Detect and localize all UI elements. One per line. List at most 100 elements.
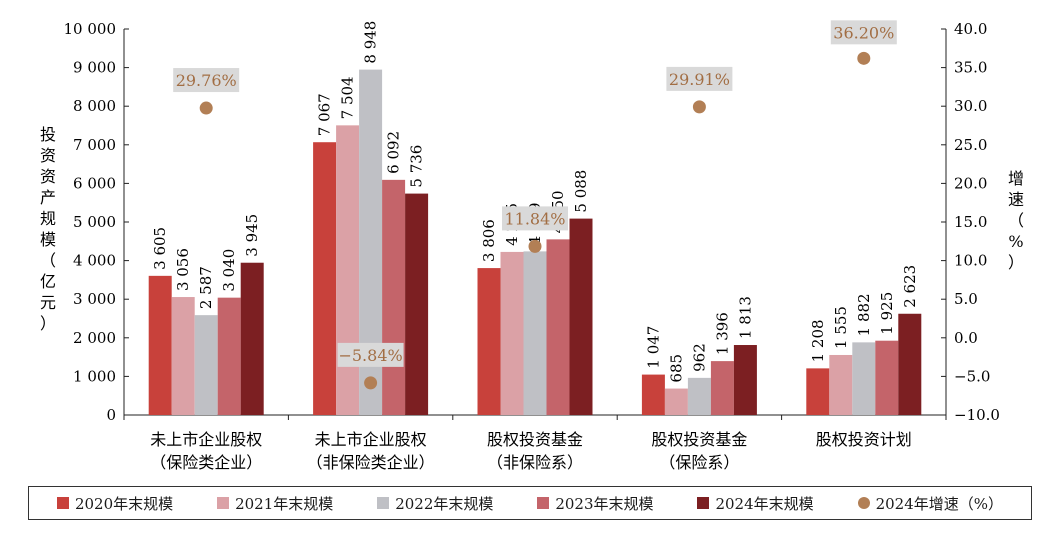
growth-markers: 29.76% −5.84% 11.84% 29.91% 36.20% [173, 20, 897, 390]
bar-value-label: 2 623 [901, 265, 919, 308]
bar-value-label: 1 396 [713, 312, 731, 355]
bar-value-label: 5 088 [572, 170, 590, 213]
y-tick-label: 8 000 [73, 97, 116, 115]
growth-label-bg [502, 206, 568, 231]
bars [148, 69, 922, 416]
y2-tick-label: 40.0 [954, 20, 987, 38]
growth-label-bg [666, 66, 733, 91]
legend-label: 2023年末规模 [555, 494, 654, 513]
axis-title-char: 资 [40, 167, 56, 186]
y-tick-label: 3 000 [73, 290, 116, 308]
bar [569, 218, 593, 415]
y2-axis-title: 增速 （% ） [1008, 169, 1024, 272]
bar [829, 354, 853, 415]
growth-label-bg [830, 20, 897, 45]
x-axis: 未上市企业股权 （保险类企业） 未上市企业股权 （非保险类企业） 股权投资基金 （非保险系… [123, 414, 947, 472]
bar [898, 313, 922, 415]
bar-value-label: 7 504 [339, 76, 357, 119]
bar [405, 193, 429, 415]
growth-dot [857, 51, 871, 65]
y2-tick-label: 25.0 [954, 136, 987, 154]
bar [523, 251, 547, 415]
axis-title-char: 速 [1008, 190, 1024, 209]
y-tick-label: 2 000 [73, 329, 116, 347]
bar [477, 268, 501, 415]
y-tick-label: 9 000 [73, 59, 116, 77]
axis-title-char: 产 [40, 188, 56, 207]
growth-label: −5.84% [338, 346, 402, 365]
growth-label: 11.84% [504, 209, 565, 228]
bar-value-label: 3 806 [480, 219, 498, 262]
legend-dot [857, 497, 870, 509]
legend-swatch [537, 497, 550, 509]
axis-title-char: 亿 [40, 272, 56, 291]
y2-tick-label: 35.0 [954, 59, 987, 77]
x-tick-label-sub: （保险系） [659, 453, 739, 472]
legend-label: 2020年末规模 [74, 494, 174, 513]
axis-title-char: 增 [1008, 169, 1024, 188]
y2-tick-label: 5.0 [954, 290, 978, 308]
bar-value-label: 5 736 [408, 145, 426, 188]
y-tick-label: 5 000 [73, 213, 116, 231]
axis-title-char: % [1008, 232, 1023, 251]
y-axis-right: −10.0 −5.0 0.0 5.0 10.0 15.0 20.0 25.0 30.0 35.0 4… [941, 20, 1000, 424]
axis-title-char: ） [1008, 253, 1024, 272]
y-axis-title: 投资资产规模 （ 亿元 ） [40, 125, 56, 333]
bar-value-label: 1 047 [644, 326, 662, 369]
bar-value-label: 8 948 [362, 21, 380, 64]
y2-tick-label: 0.0 [954, 329, 978, 347]
growth-label-bg [173, 68, 240, 93]
legend-item: 2022年末规模 [377, 493, 493, 514]
growth-label: 29.91% [669, 70, 730, 89]
axis-title-char: 投 [40, 125, 56, 144]
x-tick-label: 股权投资计划 [816, 430, 912, 449]
axis-title-char: 规 [40, 209, 56, 228]
legend-swatch [697, 497, 710, 509]
axis-title-char: 资 [40, 146, 56, 165]
bar-value-label: 1 555 [832, 306, 850, 349]
bar [710, 361, 734, 415]
legend: 2020年末规模 2021年末规模 2022年末规模 2023年末规模 2024年末规模… [28, 486, 1032, 520]
bar [641, 374, 665, 415]
x-tick-label-sub: （保险类企业） [150, 453, 262, 472]
bar [336, 125, 360, 416]
y2-tick-label: −10.0 [954, 406, 1000, 424]
y-tick-label: 10 000 [64, 20, 117, 38]
legend-label: 2024年末规模 [715, 494, 814, 513]
bar-value-label: 1 208 [809, 319, 827, 362]
legend-label: 2024年增速（%） [875, 494, 1004, 513]
axis-title-char: ） [40, 314, 56, 333]
bar [500, 251, 524, 415]
growth-dot [364, 376, 378, 390]
growth-dot [528, 239, 542, 253]
bar [546, 239, 570, 415]
chart: 0 1 000 2 000 3 000 4 000 5 000 6 000 7 000 8 00… [40, 20, 1024, 472]
bar-value-label: 1 882 [855, 293, 873, 336]
bar-value-label: 7 067 [316, 93, 334, 136]
legend-swatch [377, 497, 390, 509]
growth-label: 36.20% [833, 23, 894, 42]
legend-item-growth: 2024年增速（%） [857, 493, 1004, 514]
bar [664, 388, 688, 415]
bar-value-label: 962 [690, 343, 708, 372]
bar [313, 142, 337, 415]
y2-tick-label: 20.0 [954, 174, 987, 192]
bar [875, 340, 899, 415]
legend-item: 2023年末规模 [537, 493, 654, 514]
x-tick-label-sub: （非保险系） [487, 453, 583, 472]
bar [194, 315, 218, 415]
bar-value-label: 3 040 [220, 249, 238, 292]
y2-tick-label: 30.0 [954, 97, 987, 115]
bar-value-label: 2 587 [197, 266, 215, 309]
bar [382, 179, 406, 415]
bar [806, 368, 830, 415]
bar [687, 377, 711, 415]
x-tick-label: 未上市企业股权 [150, 430, 262, 449]
bar-value-label: 6 092 [385, 131, 403, 174]
legend-swatch [217, 497, 230, 509]
y-axis-left: 0 1 000 2 000 3 000 4 000 5 000 6 000 7 000 8 00… [64, 20, 129, 424]
axis-title-char: 模 [40, 230, 56, 249]
axis-title-char: （ [1008, 211, 1024, 230]
bar [171, 297, 195, 415]
